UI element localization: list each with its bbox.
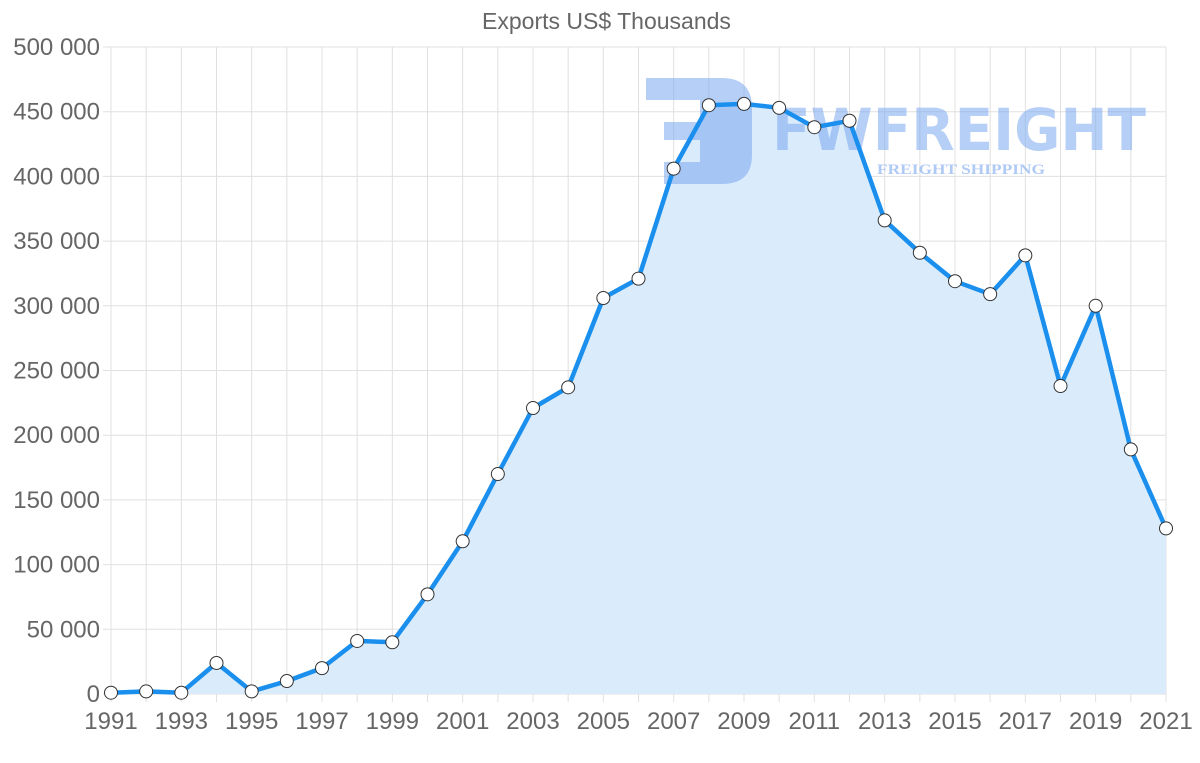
y-tick-label: 300 000 [13, 293, 100, 320]
data-point[interactable] [1159, 521, 1173, 536]
y-tick-label: 250 000 [13, 358, 100, 385]
data-point[interactable] [490, 467, 505, 482]
data-point[interactable] [279, 674, 294, 689]
x-tick-label: 2007 [647, 708, 700, 735]
data-point[interactable] [174, 685, 189, 700]
data-point[interactable] [244, 684, 259, 699]
data-point[interactable] [877, 213, 892, 228]
data-points [104, 96, 1173, 700]
data-point[interactable] [104, 685, 118, 700]
y-tick-label: 50 000 [27, 616, 100, 643]
data-point[interactable] [983, 287, 998, 302]
data-point[interactable] [315, 661, 329, 676]
data-point[interactable] [420, 587, 435, 602]
x-tick-label: 2019 [1069, 708, 1122, 735]
x-tick-label: 1993 [155, 708, 208, 735]
x-tick-label: 1997 [295, 708, 348, 735]
y-tick-label: 350 000 [13, 228, 100, 255]
data-point[interactable] [1053, 379, 1068, 394]
data-point[interactable] [666, 161, 681, 176]
x-tick-label: 2015 [928, 708, 981, 735]
x-tick-label: 2005 [577, 708, 630, 735]
data-point[interactable] [737, 96, 751, 111]
x-tick-label: 2017 [999, 708, 1052, 735]
watermark-logo-icon [646, 78, 752, 184]
y-tick-label: 0 [87, 681, 100, 708]
data-point[interactable] [1018, 248, 1033, 263]
y-tick-label: 500 000 [13, 34, 100, 61]
data-point[interactable] [842, 113, 857, 128]
x-tick-label: 2021 [1139, 708, 1192, 735]
y-tick-label: 450 000 [13, 99, 100, 126]
y-tick-label: 200 000 [13, 422, 100, 449]
data-point[interactable] [701, 98, 716, 113]
x-tick-label: 2011 [789, 708, 841, 735]
data-point[interactable] [948, 274, 962, 289]
data-point[interactable] [139, 684, 154, 699]
x-tick-label: 1991 [84, 708, 137, 735]
x-tick-label: 2003 [506, 708, 559, 735]
y-tick-label: 150 000 [13, 487, 100, 514]
data-point[interactable] [631, 271, 646, 286]
data-point[interactable] [807, 120, 822, 135]
x-tick-label: 2009 [717, 708, 770, 735]
data-point[interactable] [561, 380, 576, 395]
data-point[interactable] [596, 291, 611, 306]
data-point[interactable] [772, 100, 787, 115]
y-tick-label: 100 000 [13, 552, 100, 579]
area-path [111, 103, 1166, 694]
data-point[interactable] [455, 534, 470, 549]
x-tick-label: 2013 [858, 708, 911, 735]
data-point[interactable] [526, 401, 540, 416]
data-point[interactable] [912, 245, 927, 260]
watermark-brand: FWFREIGHT [772, 96, 1146, 164]
x-tick-label: 1995 [225, 708, 278, 735]
data-point[interactable] [350, 633, 365, 648]
y-tick-label: 400 000 [13, 163, 100, 190]
data-point[interactable] [1088, 298, 1103, 313]
x-tick-label: 1999 [366, 708, 419, 735]
area-fill [111, 103, 1166, 694]
y-axis-labels: 0 50 000 100 000 150 000 200 000 250 000 300 0… [13, 34, 100, 708]
watermark-tagline: FREIGHT SHIPPING [877, 162, 1045, 178]
data-point[interactable] [1123, 442, 1138, 457]
data-point[interactable] [209, 655, 224, 670]
chart-title: Exports US$ Thousands [482, 8, 731, 34]
x-axis-labels: 1991 1993 1995 1997 1999 2001 2003 2005 2007 2009… [84, 708, 1192, 735]
x-tick-label: 2001 [436, 708, 489, 735]
data-point[interactable] [385, 635, 400, 650]
